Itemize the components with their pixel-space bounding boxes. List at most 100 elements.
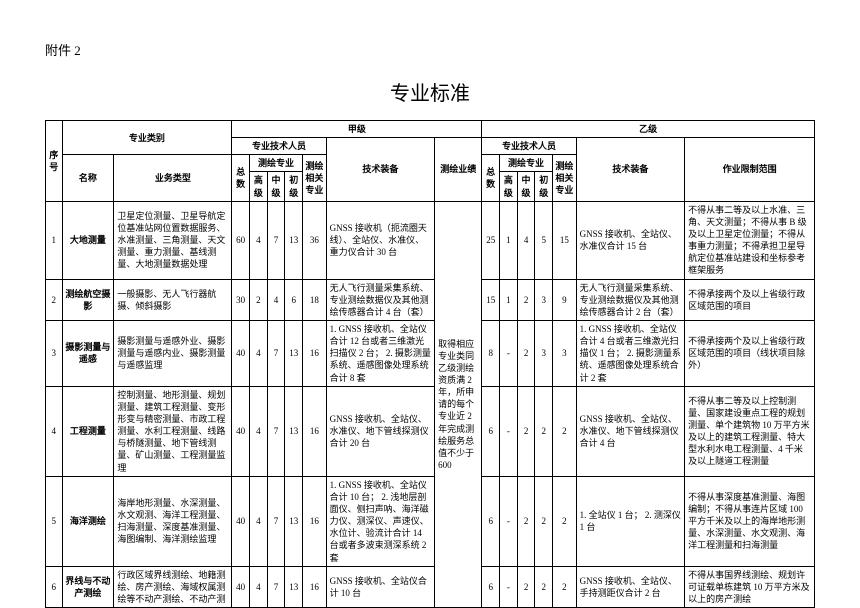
cell: 6 bbox=[285, 279, 303, 320]
cell: 3 bbox=[535, 279, 553, 320]
hdr-survey-a: 测绘专业 bbox=[250, 155, 303, 172]
cell: 15 bbox=[553, 201, 577, 279]
cell: 36 bbox=[303, 201, 327, 279]
hdr-mid-a: 中级 bbox=[267, 172, 285, 201]
hdr-biz: 业务类型 bbox=[114, 155, 232, 201]
cell: 30 bbox=[232, 279, 250, 320]
attachment-label: 附件 2 bbox=[45, 40, 815, 59]
cell: 摄影测量与遥感 bbox=[62, 320, 114, 386]
cell: 2 bbox=[46, 279, 63, 320]
hdr-survey-b: 测绘专业 bbox=[500, 155, 553, 172]
cell: 13 bbox=[285, 386, 303, 476]
hdr-mid-b: 中级 bbox=[517, 172, 535, 201]
cell: 1. GNSS 接收机、全站仪合计 12 台或者三维激光扫描仪 2 台； 2. … bbox=[326, 320, 434, 386]
hdr-seq: 序号 bbox=[46, 121, 63, 202]
cell: 2 bbox=[535, 386, 553, 476]
cell: 一般摄影、无人飞行器航摄、倾斜摄影 bbox=[114, 279, 232, 320]
cell: 18 bbox=[303, 279, 327, 320]
cell: 13 bbox=[285, 320, 303, 386]
cell: 5 bbox=[46, 476, 63, 566]
cell: 7 bbox=[267, 476, 285, 566]
hdr-total-b: 总数 bbox=[482, 155, 500, 201]
hdr-total-a: 总数 bbox=[232, 155, 250, 201]
cell: 4 bbox=[250, 320, 268, 386]
cell: 2 bbox=[553, 476, 577, 566]
cell: 6 bbox=[482, 476, 500, 566]
cell: 大地测量 bbox=[62, 201, 114, 279]
hdr-equipment-a: 技术装备 bbox=[326, 138, 434, 202]
cell: 13 bbox=[285, 566, 303, 607]
cell: 工程测量 bbox=[62, 386, 114, 476]
cell: - bbox=[500, 566, 518, 607]
cell: 界线与不动产测绘 bbox=[62, 566, 114, 607]
cell: 6 bbox=[46, 566, 63, 607]
cell: 海洋测绘 bbox=[62, 476, 114, 566]
cell: 控制测量、地形测量、规划测量、建筑工程测量、变形形变与精密测量、市政工程测量、水… bbox=[114, 386, 232, 476]
cell: 16 bbox=[303, 320, 327, 386]
cell: - bbox=[500, 386, 518, 476]
cell: 2 bbox=[517, 476, 535, 566]
cell: 海岸地形测量、水深测量、水文观测、海洋工程测量、扫海测量、深度基准测量、海图编制… bbox=[114, 476, 232, 566]
cell: 5 bbox=[535, 201, 553, 279]
table-row: 3摄影测量与遥感摄影测量与遥感外业、摄影测量与遥感内业、摄影测量与遥感监理404… bbox=[46, 320, 815, 386]
cell: 15 bbox=[482, 279, 500, 320]
hdr-senior-b: 高级 bbox=[500, 172, 518, 201]
cell: GNSS 接收机、全站仪、手持测距仪合计 2 台 bbox=[576, 566, 684, 607]
cell: 2 bbox=[553, 386, 577, 476]
cell: 无人飞行测量采集系统、专业测绘数据仪及其他测绘传感器合计 4 台（套） bbox=[326, 279, 434, 320]
standards-table: 序号 专业类别 甲级 乙级 专业技术人员 技术装备 测绘业绩 专业技术人员 技术… bbox=[45, 120, 815, 608]
cell: 1. GNSS 接收机、全站仪合计 4 台或者三维激光扫描仪 1 台； 2. 摄… bbox=[576, 320, 684, 386]
cell: 2 bbox=[517, 279, 535, 320]
cell: 4 bbox=[250, 566, 268, 607]
cell: 不得从事深度基准测量、海图编制；不得从事连片区域 100 平方千米及以上的海岸地… bbox=[685, 476, 815, 566]
hdr-grade-b: 乙级 bbox=[482, 121, 815, 138]
cell: 不得承接两个及以上省级行政区域范围的项目 bbox=[685, 279, 815, 320]
cell: 40 bbox=[232, 386, 250, 476]
cell: 7 bbox=[267, 566, 285, 607]
cell: 7 bbox=[267, 201, 285, 279]
cell: 16 bbox=[303, 476, 327, 566]
cell: 16 bbox=[303, 386, 327, 476]
cell: 16 bbox=[303, 566, 327, 607]
cell: - bbox=[500, 476, 518, 566]
table-row: 5海洋测绘海岸地形测量、水深测量、水文观测、海洋工程测量、扫海测量、深度基准测量… bbox=[46, 476, 815, 566]
cell: 4 bbox=[517, 201, 535, 279]
hdr-category: 专业类别 bbox=[62, 121, 232, 155]
cell: 不得从事二等及以上控制测量、国家建设重点工程的规划测量、单个建筑物 10 万平方… bbox=[685, 386, 815, 476]
cell: 2 bbox=[517, 320, 535, 386]
cell: 测绘航空摄影 bbox=[62, 279, 114, 320]
hdr-grade-a: 甲级 bbox=[232, 121, 482, 138]
cell: 13 bbox=[285, 476, 303, 566]
cell: 1 bbox=[500, 279, 518, 320]
cell: 4 bbox=[250, 476, 268, 566]
cell: GNSS 接收机（扼流圈天线）、全站仪、水准仪、重力仪合计 30 台 bbox=[326, 201, 434, 279]
cell: 不得承接两个及以上省级行政区域范围的项目（线状项目除外） bbox=[685, 320, 815, 386]
hdr-junior-a: 初级 bbox=[285, 172, 303, 201]
cell: 8 bbox=[482, 320, 500, 386]
cell: 25 bbox=[482, 201, 500, 279]
cell: 3 bbox=[46, 320, 63, 386]
cell: 2 bbox=[250, 279, 268, 320]
cell: 40 bbox=[232, 320, 250, 386]
performance-cell: 取得相应专业类同乙级测绘资质满 2 年，所申请的每个专业近 2 年完成测绘服务总… bbox=[435, 201, 482, 607]
cell: 4 bbox=[46, 386, 63, 476]
hdr-scope: 作业限制范围 bbox=[685, 138, 815, 202]
cell: GNSS 接收机、全站仪、水准仪合计 15 台 bbox=[576, 201, 684, 279]
hdr-tech-staff-b: 专业技术人员 bbox=[482, 138, 576, 155]
table-row: 4工程测量控制测量、地形测量、规划测量、建筑工程测量、变形形变与精密测量、市政工… bbox=[46, 386, 815, 476]
cell: 60 bbox=[232, 201, 250, 279]
hdr-junior-b: 初级 bbox=[535, 172, 553, 201]
cell: 无人飞行测量采集系统、专业测绘数据仪及其他测绘传感器合计 2 台（套） bbox=[576, 279, 684, 320]
cell: GNSS 接收机、全站仪、水准仪、地下管线探测仪合计 4 台 bbox=[576, 386, 684, 476]
cell: 2 bbox=[553, 566, 577, 607]
cell: 6 bbox=[482, 386, 500, 476]
table-row: 6界线与不动产测绘行政区域界线测绘、地籍测绘、房产测绘、海域权属测绘等不动产测绘… bbox=[46, 566, 815, 607]
cell: 4 bbox=[250, 201, 268, 279]
cell: 2 bbox=[535, 566, 553, 607]
cell: 7 bbox=[267, 320, 285, 386]
hdr-senior-a: 高级 bbox=[250, 172, 268, 201]
table-row: 1大地测量卫星定位测量、卫星导航定位基准站网位置数据服务、水准测量、三角测量、天… bbox=[46, 201, 815, 279]
cell: 2 bbox=[517, 566, 535, 607]
cell: 9 bbox=[553, 279, 577, 320]
cell: 不得从事国界线测绘、规划许可证载单栋建筑 10 万平方米及以上的房产测绘 bbox=[685, 566, 815, 607]
